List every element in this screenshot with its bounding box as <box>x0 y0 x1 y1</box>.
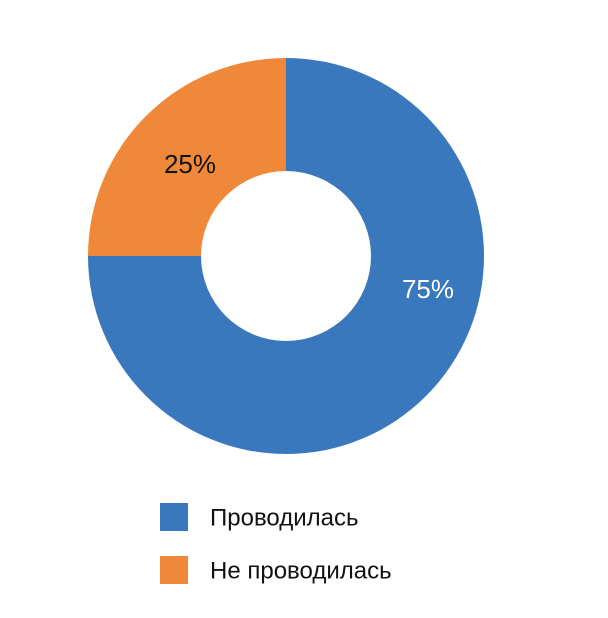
donut-slice <box>88 58 484 454</box>
slice-label: 25% <box>164 149 216 179</box>
legend-label: Проводилась <box>210 504 359 531</box>
donut-slice <box>88 58 286 256</box>
slice-label: 75% <box>402 274 454 304</box>
legend-swatch <box>160 503 188 531</box>
legend-swatch <box>160 556 188 584</box>
legend-label: Не проводилась <box>210 557 392 584</box>
